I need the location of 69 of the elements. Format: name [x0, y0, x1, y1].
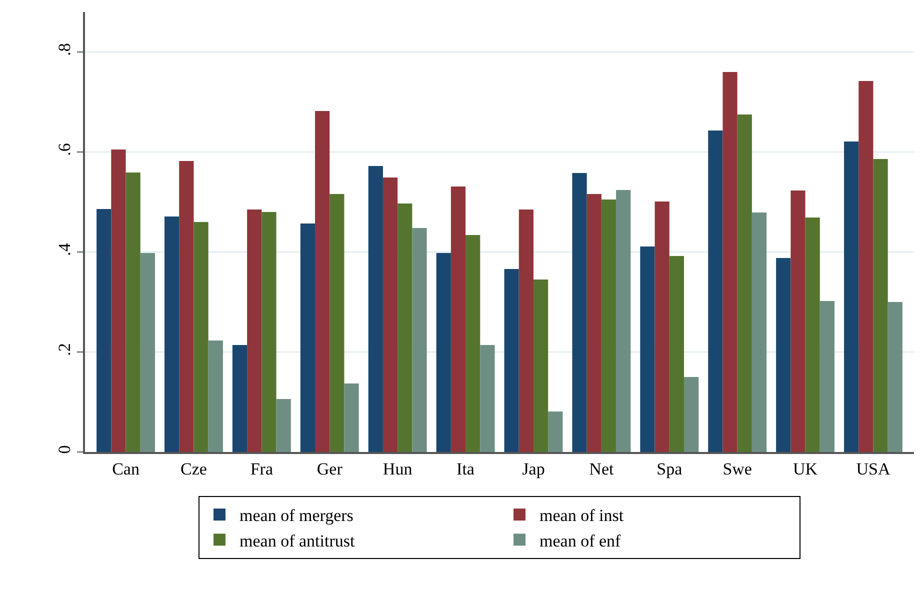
bar — [315, 111, 330, 452]
x-tick-label: Net — [589, 459, 614, 478]
bar — [436, 253, 451, 452]
y-tick-label: .8 — [55, 43, 74, 56]
bar — [232, 345, 248, 452]
bar — [300, 224, 316, 452]
bar — [752, 212, 767, 452]
y-tick-label: .6 — [55, 143, 74, 156]
bar — [601, 200, 616, 452]
bar — [504, 269, 519, 452]
bar — [873, 159, 888, 452]
bar — [684, 377, 699, 452]
x-tick-label: Swe — [722, 459, 752, 478]
bar — [398, 204, 412, 452]
bar — [247, 210, 262, 452]
bar — [548, 412, 563, 452]
legend-label: mean of enf — [540, 531, 622, 550]
bar — [450, 186, 466, 452]
bar — [805, 218, 820, 452]
bar — [820, 301, 834, 452]
bar — [722, 72, 738, 452]
bar — [382, 178, 398, 452]
bar — [96, 209, 112, 452]
bar — [533, 280, 548, 452]
x-tick-label: Fra — [250, 459, 274, 478]
x-tick-label: USA — [856, 459, 891, 478]
legend-label: mean of mergers — [240, 506, 354, 526]
bar — [586, 194, 602, 452]
bar — [518, 210, 534, 452]
bar — [194, 222, 208, 452]
bar — [737, 114, 752, 452]
bar — [276, 399, 291, 452]
x-tick-label: Ger — [316, 459, 343, 478]
x-tick-label: Cze — [180, 459, 207, 478]
legend-label: mean of inst — [540, 506, 624, 526]
bar — [790, 190, 806, 452]
bar — [164, 216, 180, 452]
bar — [111, 150, 126, 452]
bar — [776, 258, 791, 452]
bar — [140, 253, 155, 452]
x-tick-label: Spa — [656, 459, 683, 478]
bar — [368, 166, 383, 452]
bar — [888, 302, 902, 452]
bar — [466, 235, 480, 452]
bar — [126, 172, 140, 452]
legend-label: mean of antitrust — [240, 531, 355, 550]
bar — [480, 345, 495, 452]
x-tick-label: Jap — [522, 459, 545, 478]
bar — [330, 194, 344, 452]
x-tick-label: Can — [112, 459, 140, 478]
y-tick-label: .4 — [55, 242, 74, 256]
bar — [179, 161, 194, 452]
bar — [640, 246, 655, 452]
x-tick-label: Ita — [456, 459, 475, 478]
bar — [262, 212, 276, 452]
bar — [708, 130, 723, 452]
bar — [344, 384, 359, 452]
x-tick-label: Hun — [382, 459, 413, 478]
bar — [844, 142, 859, 452]
bar — [572, 173, 587, 452]
bar — [669, 256, 684, 452]
y-tick-label: 0 — [55, 445, 74, 454]
y-tick-label: .2 — [55, 343, 74, 356]
bar — [412, 228, 427, 452]
bar — [654, 202, 670, 452]
bar — [858, 81, 874, 452]
bar — [616, 190, 631, 452]
bar — [208, 340, 223, 452]
x-tick-label: UK — [793, 459, 818, 478]
